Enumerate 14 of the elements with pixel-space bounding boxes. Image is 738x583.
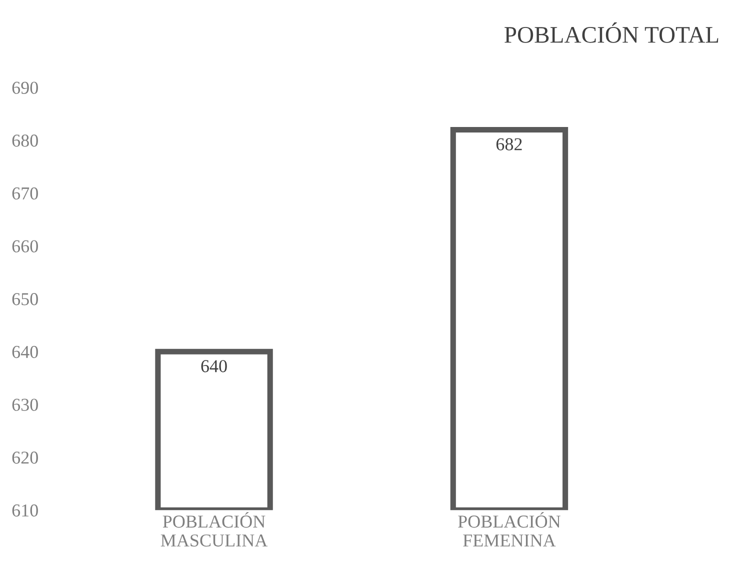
chart-title: POBLACIÓN TOTAL [504, 22, 718, 43]
data-label: 682 [496, 138, 522, 150]
y-tick-label: 650 [12, 293, 38, 306]
y-tick-label: 680 [12, 134, 38, 147]
data-label: 640 [201, 360, 227, 372]
y-tick-label: 630 [12, 398, 38, 411]
y-tick-label: 660 [12, 240, 38, 252]
y-tick-label: 670 [12, 187, 38, 200]
x-tick-label: POBLACIÓN FEMENINA [458, 512, 560, 546]
y-tick-label: 690 [12, 82, 38, 94]
y-tick-label: 620 [12, 452, 38, 464]
x-tick-label: POBLACIÓN MASCULINA [160, 512, 268, 547]
y-tick-label: 610 [12, 504, 38, 517]
y-tick-label: 640 [12, 346, 38, 358]
